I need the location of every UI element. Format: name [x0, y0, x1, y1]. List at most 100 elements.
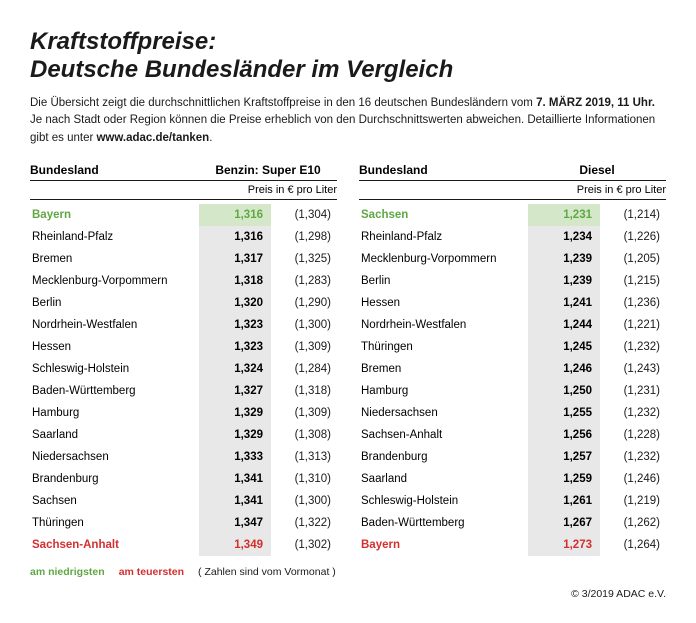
state-name: Niedersachsen	[359, 407, 528, 419]
price-current: 1,245	[528, 336, 600, 358]
price-current: 1,239	[528, 270, 600, 292]
price-previous: (1,264)	[600, 539, 666, 551]
price-previous: (1,228)	[600, 429, 666, 441]
price-previous: (1,309)	[271, 341, 337, 353]
benzin-rows: Bayern1,316(1,304)Rheinland-Pfalz1,316(1…	[30, 204, 337, 556]
state-name: Hessen	[359, 297, 528, 309]
price-previous: (1,302)	[271, 539, 337, 551]
table-row: Berlin1,320(1,290)	[30, 292, 337, 314]
price-current: 1,318	[199, 270, 271, 292]
price-previous: (1,304)	[271, 209, 337, 221]
price-current: 1,261	[528, 490, 600, 512]
col-state: Bundesland	[359, 163, 528, 177]
price-current: 1,239	[528, 248, 600, 270]
table-row: Rheinland-Pfalz1,316(1,298)	[30, 226, 337, 248]
diesel-subheader: Preis in € pro Liter	[359, 181, 666, 200]
price-current: 1,320	[199, 292, 271, 314]
table-row: Hessen1,323(1,309)	[30, 336, 337, 358]
price-previous: (1,300)	[271, 495, 337, 507]
state-name: Hessen	[30, 341, 199, 353]
price-previous: (1,325)	[271, 253, 337, 265]
table-row: Bayern1,273(1,264)	[359, 534, 666, 556]
state-name: Mecklenburg-Vorpommern	[30, 275, 199, 287]
price-previous: (1,283)	[271, 275, 337, 287]
price-current: 1,323	[199, 336, 271, 358]
price-previous: (1,262)	[600, 517, 666, 529]
price-previous: (1,298)	[271, 231, 337, 243]
price-current: 1,347	[199, 512, 271, 534]
price-current: 1,231	[528, 204, 600, 226]
price-current: 1,324	[199, 358, 271, 380]
table-row: Sachsen-Anhalt1,256(1,228)	[359, 424, 666, 446]
table-row: Bayern1,316(1,304)	[30, 204, 337, 226]
price-current: 1,234	[528, 226, 600, 248]
intro-url: www.adac.de/tanken	[96, 132, 209, 144]
table-row: Thüringen1,245(1,232)	[359, 336, 666, 358]
page-title: Kraftstoffpreise: Deutsche Bundesländer …	[30, 28, 666, 83]
table-row: Nordrhein-Westfalen1,323(1,300)	[30, 314, 337, 336]
table-row: Saarland1,259(1,246)	[359, 468, 666, 490]
table-row: Sachsen1,341(1,300)	[30, 490, 337, 512]
price-current: 1,241	[528, 292, 600, 314]
title-line2: Deutsche Bundesländer im Vergleich	[30, 56, 453, 83]
table-row: Bremen1,317(1,325)	[30, 248, 337, 270]
state-name: Thüringen	[30, 517, 199, 529]
table-row: Hamburg1,250(1,231)	[359, 380, 666, 402]
state-name: Berlin	[30, 297, 199, 309]
price-current: 1,259	[528, 468, 600, 490]
table-row: Niedersachsen1,255(1,232)	[359, 402, 666, 424]
state-name: Sachsen-Anhalt	[30, 539, 199, 551]
table-row: Baden-Württemberg1,267(1,262)	[359, 512, 666, 534]
state-name: Saarland	[359, 473, 528, 485]
price-previous: (1,236)	[600, 297, 666, 309]
state-name: Brandenburg	[359, 451, 528, 463]
tables-container: Bundesland Benzin: Super E10 Preis in € …	[30, 163, 666, 556]
price-previous: (1,214)	[600, 209, 666, 221]
state-name: Hamburg	[359, 385, 528, 397]
legend-note: ( Zahlen sind vom Vormonat )	[198, 566, 336, 578]
copyright: © 3/2019 ADAC e.V.	[30, 588, 666, 600]
price-previous: (1,243)	[600, 363, 666, 375]
title-line1: Kraftstoffpreise:	[30, 28, 216, 55]
intro-date: 7. MÄRZ 2019, 11 Uhr.	[536, 97, 655, 109]
legend-highest: am teuersten	[119, 566, 184, 578]
price-previous: (1,232)	[600, 341, 666, 353]
table-row: Bremen1,246(1,243)	[359, 358, 666, 380]
price-current: 1,246	[528, 358, 600, 380]
price-previous: (1,231)	[600, 385, 666, 397]
state-name: Nordrhein-Westfalen	[30, 319, 199, 331]
col-diesel: Diesel	[528, 163, 666, 177]
state-name: Bremen	[30, 253, 199, 265]
table-row: Hessen1,241(1,236)	[359, 292, 666, 314]
price-current: 1,256	[528, 424, 600, 446]
state-name: Baden-Württemberg	[359, 517, 528, 529]
price-current: 1,323	[199, 314, 271, 336]
state-name: Sachsen-Anhalt	[359, 429, 528, 441]
state-name: Bayern	[359, 539, 528, 551]
intro-a: Die Übersicht zeigt die durchschnittlich…	[30, 97, 536, 109]
table-row: Niedersachsen1,333(1,313)	[30, 446, 337, 468]
price-current: 1,327	[199, 380, 271, 402]
state-name: Nordrhein-Westfalen	[359, 319, 528, 331]
state-name: Bremen	[359, 363, 528, 375]
price-current: 1,341	[199, 468, 271, 490]
price-previous: (1,232)	[600, 407, 666, 419]
state-name: Sachsen	[359, 209, 528, 221]
price-previous: (1,300)	[271, 319, 337, 331]
diesel-rows: Sachsen1,231(1,214)Rheinland-Pfalz1,234(…	[359, 204, 666, 556]
price-current: 1,329	[199, 402, 271, 424]
table-row: Hamburg1,329(1,309)	[30, 402, 337, 424]
table-row: Thüringen1,347(1,322)	[30, 512, 337, 534]
price-previous: (1,219)	[600, 495, 666, 507]
table-row: Brandenburg1,341(1,310)	[30, 468, 337, 490]
price-current: 1,244	[528, 314, 600, 336]
state-name: Thüringen	[359, 341, 528, 353]
price-current: 1,257	[528, 446, 600, 468]
price-current: 1,250	[528, 380, 600, 402]
price-current: 1,329	[199, 424, 271, 446]
price-previous: (1,232)	[600, 451, 666, 463]
price-previous: (1,310)	[271, 473, 337, 485]
price-previous: (1,284)	[271, 363, 337, 375]
intro-c: .	[209, 132, 212, 144]
price-previous: (1,318)	[271, 385, 337, 397]
